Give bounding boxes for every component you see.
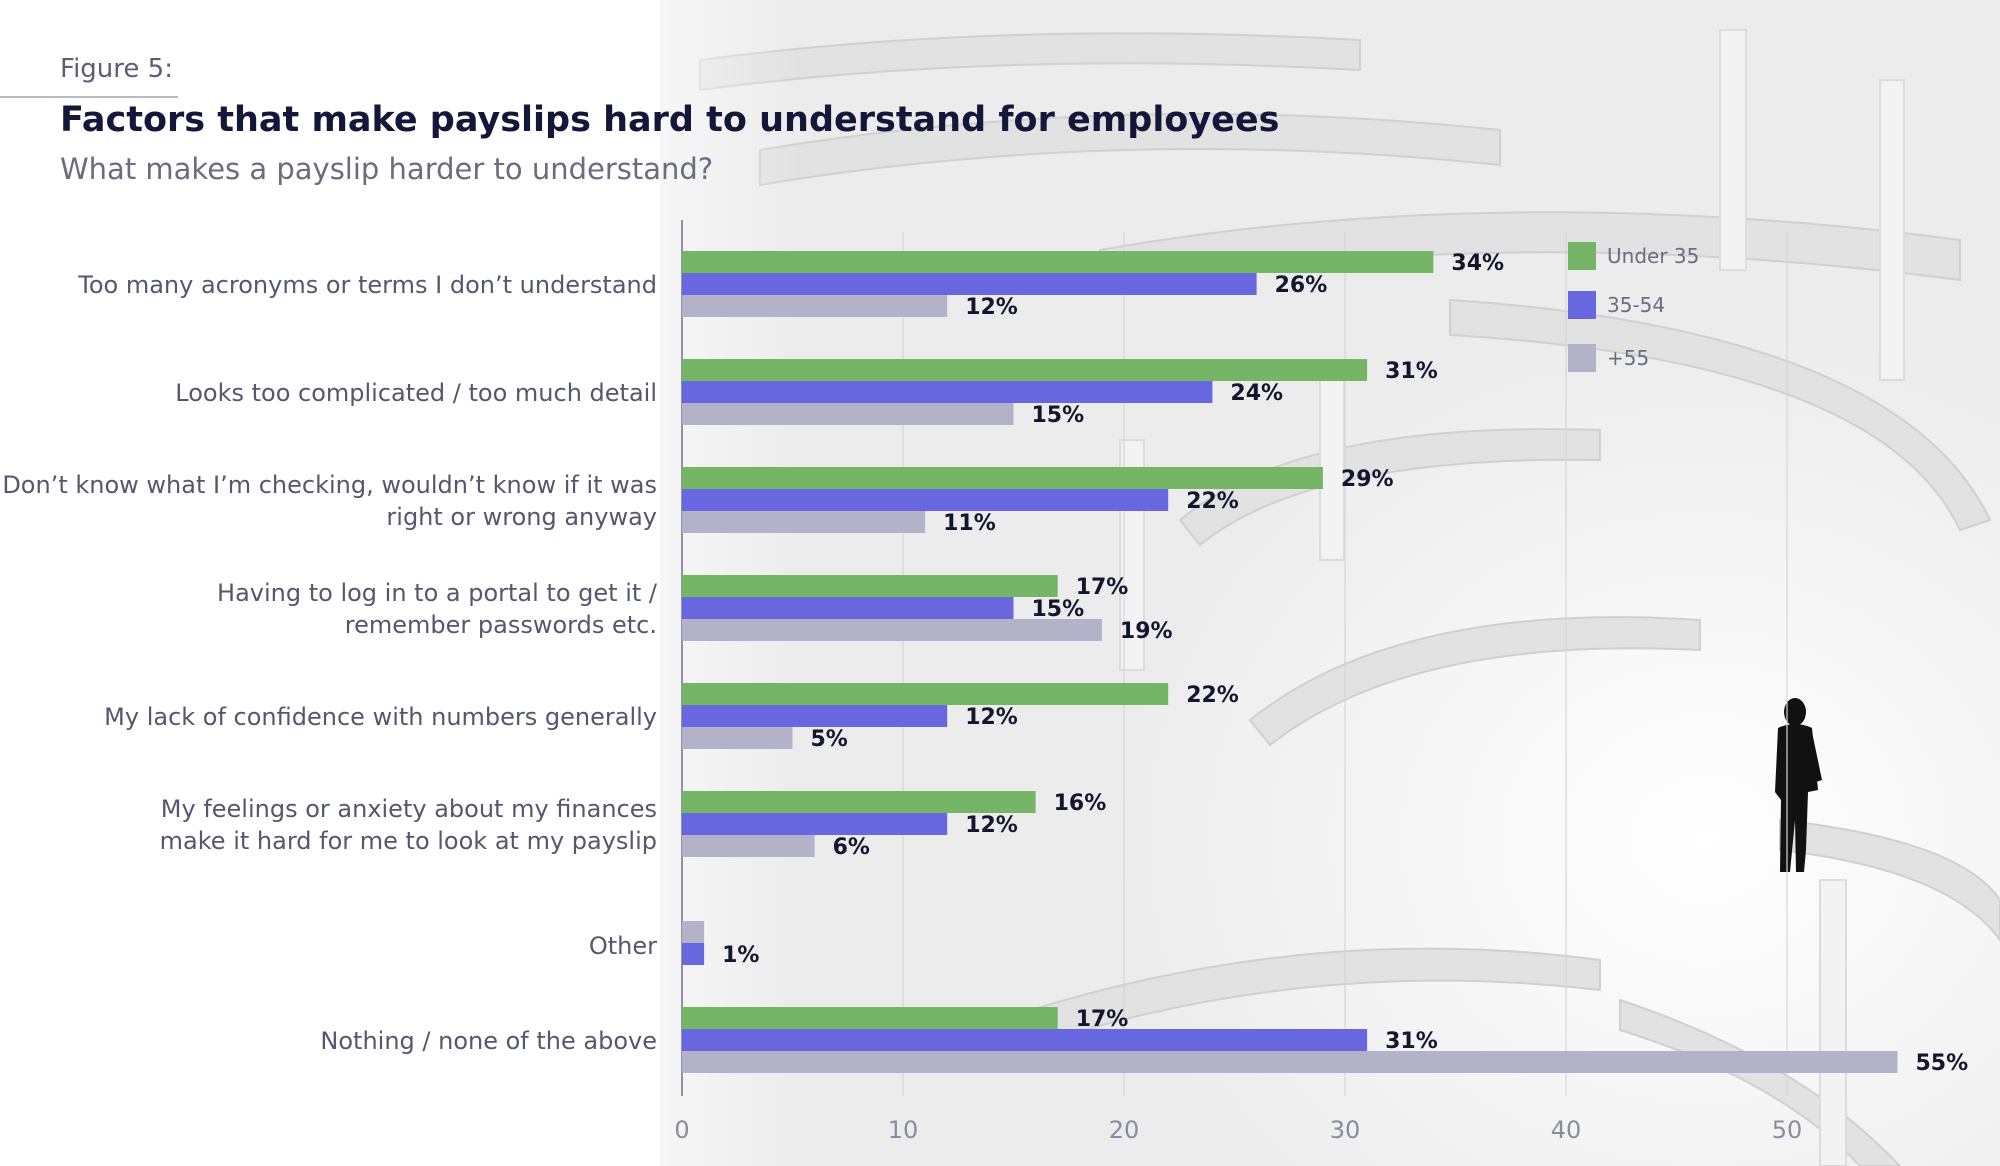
legend-label: 35-54 — [1607, 293, 1665, 317]
data-label: 26% — [1275, 273, 1328, 298]
bar-under-35 — [682, 1007, 1058, 1029]
data-label: 31% — [1385, 359, 1438, 384]
category-label: Other — [589, 932, 657, 960]
category-label: make it hard for me to look at my paysli… — [160, 827, 657, 855]
bar--55 — [682, 1051, 1898, 1073]
data-label: 22% — [1186, 489, 1239, 514]
data-label: 1% — [722, 943, 759, 968]
data-label: 34% — [1451, 251, 1504, 276]
category-label: Having to log in to a portal to get it / — [217, 579, 658, 607]
data-label: 5% — [811, 727, 848, 752]
bar-35-54 — [682, 1029, 1368, 1051]
data-label: 55% — [1916, 1051, 1969, 1076]
bar-under-35 — [682, 791, 1036, 813]
bar--55 — [682, 619, 1102, 641]
bar--55 — [682, 511, 926, 533]
legend-label: Under 35 — [1607, 244, 1699, 268]
chart-subtitle: What makes a payslip harder to understan… — [60, 152, 714, 186]
data-label: 29% — [1341, 467, 1394, 492]
data-label: 22% — [1186, 683, 1239, 708]
x-tick-label: 50 — [1772, 1116, 1803, 1144]
figure-label-divider — [0, 96, 178, 98]
x-tick-label: 20 — [1109, 1116, 1140, 1144]
data-label: 12% — [965, 295, 1018, 320]
data-label: 24% — [1230, 381, 1283, 406]
bar-under-35 — [682, 467, 1323, 489]
x-tick-label: 10 — [888, 1116, 919, 1144]
bar-35-54 — [682, 273, 1257, 295]
chart-title: Factors that make payslips hard to under… — [60, 100, 1280, 140]
bar-under-35 — [682, 251, 1434, 273]
data-label: 6% — [833, 835, 870, 860]
bar--55 — [682, 403, 1014, 425]
data-label: 17% — [1076, 575, 1129, 600]
bar-35-54 — [682, 705, 948, 727]
bar--55 — [682, 835, 815, 857]
x-tick-label: 40 — [1551, 1116, 1582, 1144]
category-label: Don’t know what I’m checking, wouldn’t k… — [2, 471, 657, 499]
category-label: remember passwords etc. — [345, 611, 657, 639]
legend-swatch — [1568, 291, 1596, 319]
category-label: right or wrong anyway — [386, 503, 657, 531]
bar-35-54 — [682, 597, 1014, 619]
bar-35-54 — [682, 381, 1213, 403]
data-label: 17% — [1076, 1007, 1129, 1032]
legend-label: +55 — [1607, 346, 1649, 370]
data-label: 12% — [965, 813, 1018, 838]
data-label: 19% — [1120, 619, 1173, 644]
bar--55 — [682, 727, 793, 749]
data-label: 16% — [1054, 791, 1107, 816]
bar-35-54 — [682, 489, 1169, 511]
bar-under-35 — [682, 575, 1058, 597]
category-label: My lack of confidence with numbers gener… — [104, 703, 657, 731]
bar-35-54 — [682, 813, 948, 835]
category-label: Too many acronyms or terms I don’t under… — [77, 271, 657, 299]
x-tick-label: 30 — [1330, 1116, 1361, 1144]
bar-under-35 — [682, 683, 1169, 705]
data-label: 11% — [943, 511, 996, 536]
bar--55 — [682, 921, 705, 943]
bar-under-35 — [682, 359, 1368, 381]
bar--55 — [682, 295, 948, 317]
bar-35-54 — [682, 943, 705, 965]
legend-swatch — [1568, 242, 1596, 270]
figure-label: Figure 5: — [60, 54, 173, 84]
data-label: 12% — [965, 705, 1018, 730]
category-label: Nothing / none of the above — [320, 1027, 657, 1055]
legend-swatch — [1568, 344, 1596, 372]
category-label: My feelings or anxiety about my finances — [161, 795, 657, 823]
data-label: 15% — [1032, 597, 1085, 622]
data-label: 31% — [1385, 1029, 1438, 1054]
data-label: 15% — [1032, 403, 1085, 428]
category-label: Looks too complicated / too much detail — [175, 379, 657, 407]
x-tick-label: 0 — [674, 1116, 689, 1144]
